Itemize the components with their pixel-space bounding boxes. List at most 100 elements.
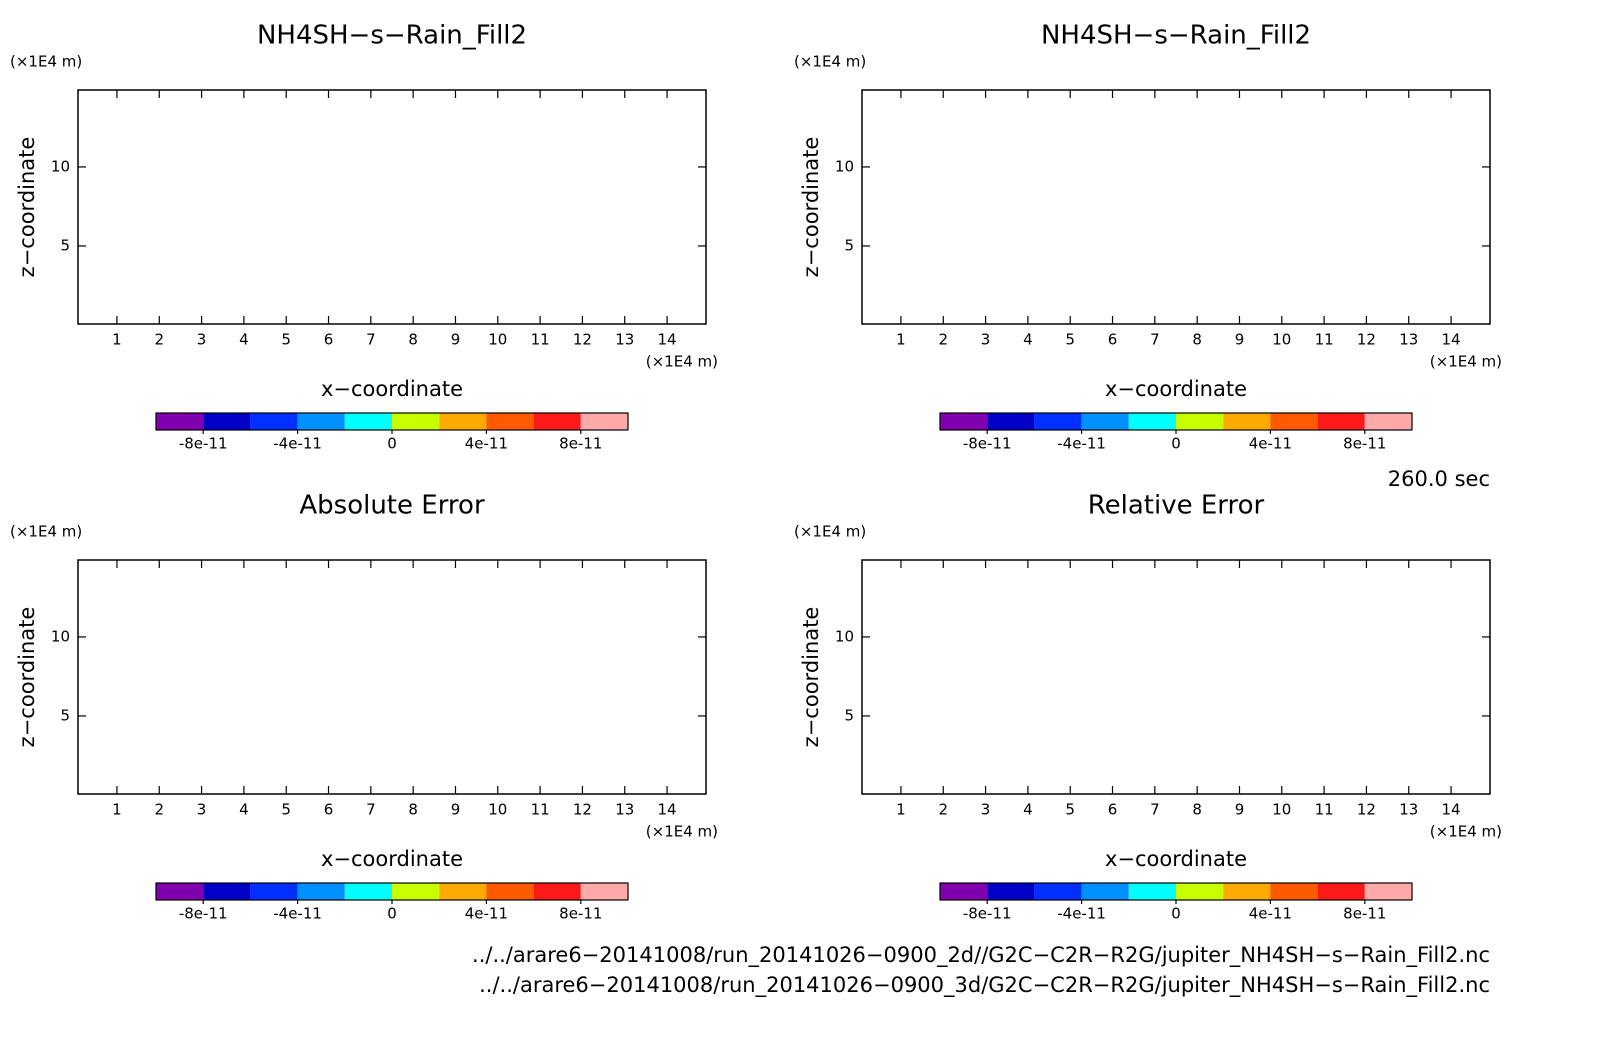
x-unit: (×1E4 m) bbox=[646, 353, 718, 371]
colorbar-box bbox=[203, 413, 251, 430]
y-tick-label: 5 bbox=[60, 706, 70, 724]
colorbar-tick-label: 8e-11 bbox=[1343, 905, 1386, 923]
colorbar-tick-label: 0 bbox=[1171, 435, 1181, 453]
x-tick-label: 10 bbox=[1272, 331, 1291, 349]
x-tick-label: 14 bbox=[1442, 801, 1461, 819]
x-tick-label: 13 bbox=[615, 331, 634, 349]
x-tick-label: 10 bbox=[488, 801, 507, 819]
y-unit: (×1E4 m) bbox=[794, 53, 866, 71]
x-unit: (×1E4 m) bbox=[1430, 823, 1502, 841]
colorbar-box bbox=[1176, 883, 1224, 900]
x-tick-label: 4 bbox=[1023, 801, 1033, 819]
colorbar-box bbox=[486, 883, 534, 900]
colorbar-box bbox=[344, 413, 392, 430]
colorbar-box bbox=[940, 883, 988, 900]
colorbar-box bbox=[439, 883, 487, 900]
file-path: ../../arare6−20141008/run_20141026−0900_… bbox=[479, 973, 1490, 998]
x-axis-label: x−coordinate bbox=[1105, 847, 1247, 871]
x-tick-label: 8 bbox=[1192, 331, 1202, 349]
colorbar-box bbox=[987, 413, 1035, 430]
x-tick-label: 2 bbox=[938, 331, 948, 349]
colorbar-box bbox=[1128, 883, 1176, 900]
colorbar-tick-label: -8e-11 bbox=[963, 435, 1012, 453]
x-tick-label: 1 bbox=[896, 331, 906, 349]
colorbar-box bbox=[1081, 413, 1129, 430]
x-tick-label: 9 bbox=[1235, 331, 1245, 349]
plot-frame bbox=[77, 89, 707, 325]
colorbar-tick-label: 8e-11 bbox=[559, 435, 602, 453]
y-unit: (×1E4 m) bbox=[10, 523, 82, 541]
x-tick-label: 5 bbox=[281, 801, 291, 819]
x-tick-label: 7 bbox=[366, 801, 376, 819]
colorbar-box bbox=[250, 883, 298, 900]
x-tick-label: 10 bbox=[488, 331, 507, 349]
x-tick-label: 12 bbox=[573, 801, 592, 819]
y-tick-label: 10 bbox=[51, 157, 70, 175]
x-tick-label: 7 bbox=[1150, 801, 1160, 819]
x-tick-label: 4 bbox=[239, 801, 249, 819]
chart-title: NH4SH−s−Rain_Fill2 bbox=[257, 21, 527, 51]
colorbar-box bbox=[1270, 413, 1318, 430]
x-axis-label: x−coordinate bbox=[1105, 377, 1247, 401]
x-tick-label: 2 bbox=[154, 331, 164, 349]
x-tick-label: 11 bbox=[1315, 331, 1334, 349]
x-unit: (×1E4 m) bbox=[1430, 353, 1502, 371]
colorbar-box bbox=[533, 883, 581, 900]
colorbar-tick-label: 4e-11 bbox=[1249, 905, 1292, 923]
colorbar-box bbox=[1317, 413, 1365, 430]
x-tick-label: 1 bbox=[112, 801, 122, 819]
x-tick-label: 11 bbox=[531, 801, 550, 819]
y-axis-label: z−coordinate bbox=[15, 137, 39, 278]
x-tick-label: 5 bbox=[1065, 331, 1075, 349]
colorbar-box bbox=[297, 883, 345, 900]
y-tick-label: 5 bbox=[844, 706, 854, 724]
colorbar-box bbox=[203, 883, 251, 900]
x-tick-label: 6 bbox=[1108, 801, 1118, 819]
x-tick-label: 4 bbox=[1023, 331, 1033, 349]
colorbar-box bbox=[533, 413, 581, 430]
x-tick-label: 3 bbox=[197, 801, 207, 819]
y-tick-label: 10 bbox=[835, 157, 854, 175]
colorbar-box bbox=[1223, 413, 1271, 430]
y-axis-label: z−coordinate bbox=[15, 607, 39, 748]
x-tick-label: 8 bbox=[1192, 801, 1202, 819]
colorbar-tick-label: 0 bbox=[387, 435, 397, 453]
plot-frame bbox=[861, 89, 1491, 325]
x-tick-label: 3 bbox=[981, 801, 991, 819]
colorbar-box bbox=[1034, 413, 1082, 430]
x-tick-label: 5 bbox=[281, 331, 291, 349]
colorbar-box bbox=[250, 413, 298, 430]
x-tick-label: 12 bbox=[1357, 331, 1376, 349]
x-tick-label: 13 bbox=[1399, 801, 1418, 819]
colorbar-box bbox=[1128, 413, 1176, 430]
x-tick-label: 11 bbox=[531, 331, 550, 349]
y-unit: (×1E4 m) bbox=[794, 523, 866, 541]
colorbar-box bbox=[486, 413, 534, 430]
colorbar-tick-label: 8e-11 bbox=[559, 905, 602, 923]
colorbar-tick-label: 4e-11 bbox=[1249, 435, 1292, 453]
x-tick-label: 13 bbox=[615, 801, 634, 819]
colorbar-box bbox=[1270, 883, 1318, 900]
colorbar-box bbox=[940, 413, 988, 430]
x-tick-label: 11 bbox=[1315, 801, 1334, 819]
x-tick-label: 6 bbox=[1108, 331, 1118, 349]
x-tick-label: 9 bbox=[1235, 801, 1245, 819]
colorbar-tick-label: -8e-11 bbox=[179, 435, 228, 453]
colorbar-box bbox=[297, 413, 345, 430]
x-unit: (×1E4 m) bbox=[646, 823, 718, 841]
x-tick-label: 5 bbox=[1065, 801, 1075, 819]
x-tick-label: 9 bbox=[451, 331, 461, 349]
colorbar-box bbox=[1223, 883, 1271, 900]
x-tick-label: 7 bbox=[366, 331, 376, 349]
x-tick-label: 14 bbox=[658, 331, 677, 349]
x-tick-label: 9 bbox=[451, 801, 461, 819]
x-tick-label: 14 bbox=[1442, 331, 1461, 349]
colorbar-box bbox=[1034, 883, 1082, 900]
colorbar-tick-label: 0 bbox=[387, 905, 397, 923]
colorbar-box bbox=[392, 883, 440, 900]
y-tick-label: 5 bbox=[60, 236, 70, 254]
time-label: 260.0 sec bbox=[1388, 467, 1490, 491]
x-tick-label: 1 bbox=[112, 331, 122, 349]
x-tick-label: 8 bbox=[408, 331, 418, 349]
